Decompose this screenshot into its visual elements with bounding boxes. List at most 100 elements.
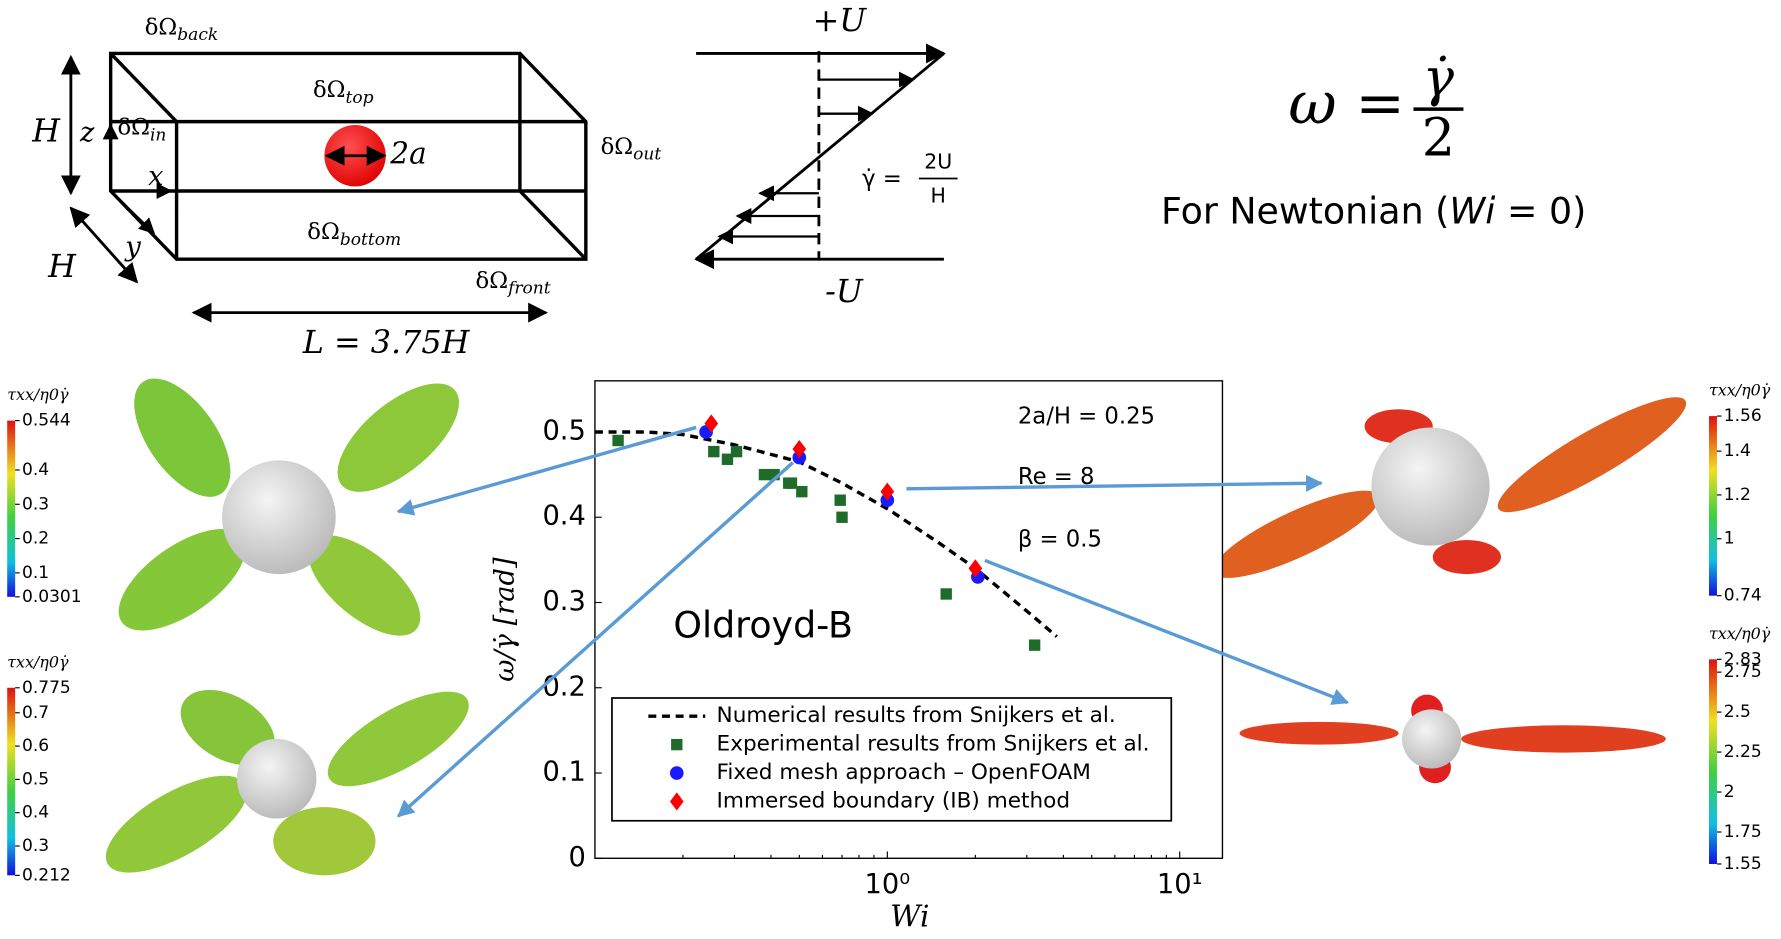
legend-swatch bbox=[670, 766, 684, 780]
colorbar-tick-label: 1.56 bbox=[1724, 406, 1762, 426]
label: H bbox=[31, 112, 61, 150]
colorbar bbox=[1709, 416, 1717, 596]
colorbar-tick-label: 0.775 bbox=[22, 678, 71, 698]
colorbar-tick-label: 0.4 bbox=[22, 460, 49, 480]
symbol: δΩ bbox=[313, 77, 346, 103]
label: L = 3.75H bbox=[302, 323, 471, 361]
point bbox=[786, 477, 797, 488]
boundary-label: δΩout bbox=[601, 134, 662, 164]
point bbox=[708, 446, 719, 457]
colorbar-tick-label: 0.3 bbox=[22, 494, 49, 514]
point bbox=[1029, 639, 1040, 650]
label: x bbox=[148, 161, 163, 192]
label: 2a bbox=[389, 137, 426, 171]
colorbar-tick-label: 1.55 bbox=[1724, 854, 1762, 874]
legend-label: Experimental results from Snijkers et al… bbox=[717, 732, 1150, 757]
x-tick-label: 10¹ bbox=[1157, 869, 1203, 900]
label: 2U bbox=[924, 150, 952, 174]
note-part: For Newtonian ( bbox=[1161, 190, 1449, 233]
boundary-label: δΩin bbox=[117, 114, 166, 144]
colorbar-tick-label: 0.212 bbox=[22, 865, 71, 885]
label: γ̇ = bbox=[862, 166, 902, 192]
annotation: β = 0.5 bbox=[1018, 526, 1102, 552]
label: -U bbox=[825, 272, 864, 310]
legend-swatch bbox=[671, 739, 682, 750]
note-part: Wi bbox=[1449, 190, 1495, 233]
note: For Newtonian (Wi = 0) bbox=[1161, 190, 1586, 233]
legend-label: Immersed boundary (IB) method bbox=[717, 788, 1071, 813]
point bbox=[941, 588, 952, 599]
y-tick-label: 0.3 bbox=[542, 586, 585, 617]
colorbar bbox=[1709, 659, 1717, 864]
y-axis bbox=[111, 191, 154, 233]
symbol: δΩ bbox=[476, 268, 509, 294]
boundary-label: δΩfront bbox=[476, 268, 551, 298]
colorbar-tick-label: 0.544 bbox=[22, 411, 71, 431]
y-tick-label: 0 bbox=[568, 842, 585, 873]
subscript: back bbox=[177, 25, 218, 45]
formula: 2 bbox=[1422, 108, 1455, 169]
colorbar-tick-label: 0.4 bbox=[22, 803, 49, 823]
colorbar-tick-label: 1 bbox=[1724, 529, 1735, 549]
subscript: front bbox=[506, 278, 551, 298]
point bbox=[796, 486, 807, 497]
boundary-label: δΩtop bbox=[313, 77, 374, 107]
point bbox=[612, 435, 623, 446]
symbol: δΩ bbox=[601, 134, 634, 160]
colorbar-tick-label: 0.0301 bbox=[22, 587, 82, 607]
annotation: Oldroyd-B bbox=[673, 604, 853, 647]
colorbar bbox=[7, 421, 15, 597]
colorbar-tick-label: 2.75 bbox=[1724, 662, 1762, 682]
x-axis-label: Wi bbox=[890, 900, 929, 934]
colorbar-title: τxx/η0γ̇ bbox=[7, 652, 69, 671]
colorbar-tick-label: 0.7 bbox=[22, 703, 49, 723]
render-2 bbox=[92, 674, 482, 892]
legend-label: Numerical results from Snijkers et al. bbox=[717, 703, 1116, 728]
render-1 bbox=[102, 362, 477, 653]
label: z bbox=[79, 118, 95, 149]
label: y bbox=[123, 231, 141, 262]
colorbar-tick-label: 0.3 bbox=[22, 836, 49, 856]
label: H bbox=[47, 247, 77, 285]
y-tick-label: 0.2 bbox=[542, 671, 585, 702]
y-axis-label: ω/γ̇ [rad] bbox=[490, 557, 521, 682]
colorbar-tick-label: 0.74 bbox=[1724, 586, 1762, 606]
x-tick-label: 10⁰ bbox=[865, 869, 911, 900]
colorbar-tick-label: 0.2 bbox=[22, 529, 49, 549]
annotation: 2a/H = 0.25 bbox=[1018, 404, 1155, 430]
profile bbox=[696, 53, 944, 259]
colorbar-tick-label: 2 bbox=[1724, 782, 1735, 802]
shear-diagram bbox=[696, 51, 957, 259]
render-4 bbox=[1239, 695, 1665, 784]
symbol: δΩ bbox=[117, 114, 150, 140]
subscript: out bbox=[633, 144, 661, 164]
formula: γ̇ bbox=[1423, 47, 1455, 108]
label: +U bbox=[813, 1, 868, 39]
colorbar-tick-label: 2.25 bbox=[1724, 742, 1762, 762]
colorbar-title: τxx/η0γ̇ bbox=[1709, 624, 1771, 643]
subscript: bottom bbox=[340, 229, 401, 249]
note-part: = 0) bbox=[1495, 190, 1586, 233]
colorbar-tick-label: 0.5 bbox=[22, 769, 49, 789]
subscript: top bbox=[346, 87, 374, 107]
symbol: δΩ bbox=[307, 219, 340, 245]
boundary-label: δΩback bbox=[145, 14, 218, 44]
point bbox=[835, 495, 846, 506]
colorbar-title: τxx/η0γ̇ bbox=[1709, 381, 1771, 400]
subscript: in bbox=[150, 125, 166, 145]
point bbox=[836, 512, 847, 523]
legend-label: Fixed mesh approach – OpenFOAM bbox=[717, 760, 1091, 785]
colorbar-tick-label: 1.4 bbox=[1724, 441, 1751, 461]
render-3 bbox=[1204, 381, 1696, 593]
colorbar-tick-label: 1.2 bbox=[1724, 485, 1751, 505]
colorbar-tick-label: 0.6 bbox=[22, 736, 49, 756]
label: H bbox=[931, 184, 946, 208]
y-tick-label: 0.4 bbox=[542, 501, 585, 532]
colorbar-tick-label: 2.5 bbox=[1724, 702, 1751, 722]
colorbar-tick-label: 0.1 bbox=[22, 563, 49, 583]
boundary-label: δΩbottom bbox=[307, 219, 401, 249]
y-tick-label: 0.1 bbox=[542, 757, 585, 788]
colorbar bbox=[7, 688, 15, 876]
y-tick-label: 0.5 bbox=[542, 415, 585, 446]
formula: ω = bbox=[1288, 69, 1405, 138]
